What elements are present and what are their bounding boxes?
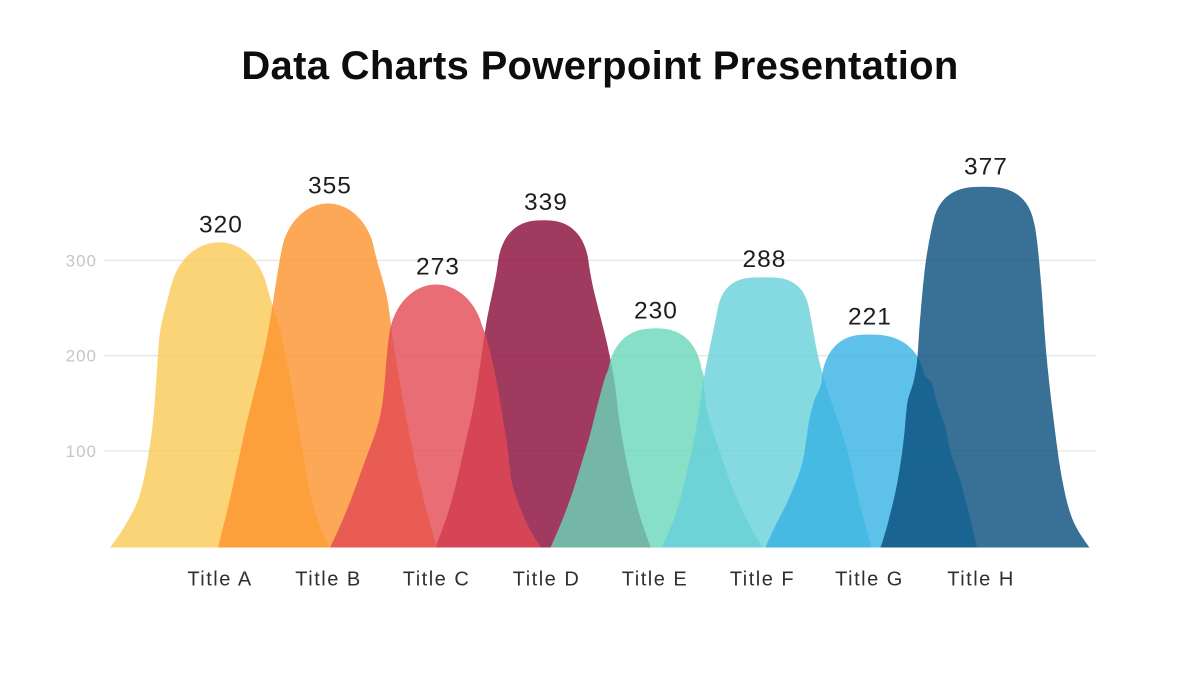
svg-text:Title F: Title F [730, 568, 795, 590]
svg-text:355: 355 [308, 173, 352, 200]
svg-text:230: 230 [634, 297, 678, 324]
svg-text:Title B: Title B [295, 568, 361, 590]
svg-text:288: 288 [742, 246, 786, 273]
svg-text:Title H: Title H [947, 568, 1015, 590]
svg-text:339: 339 [524, 189, 568, 216]
svg-text:200: 200 [66, 347, 97, 366]
svg-text:Title C: Title C [403, 568, 471, 590]
svg-text:377: 377 [964, 154, 1008, 181]
svg-text:Title E: Title E [622, 568, 688, 590]
svg-text:273: 273 [416, 254, 460, 281]
svg-text:300: 300 [66, 251, 97, 270]
svg-text:221: 221 [848, 304, 892, 331]
svg-text:Title D: Title D [513, 568, 581, 590]
svg-text:Title G: Title G [835, 568, 904, 590]
svg-text:320: 320 [199, 211, 243, 238]
svg-text:100: 100 [66, 442, 97, 461]
svg-text:Title A: Title A [187, 568, 252, 590]
